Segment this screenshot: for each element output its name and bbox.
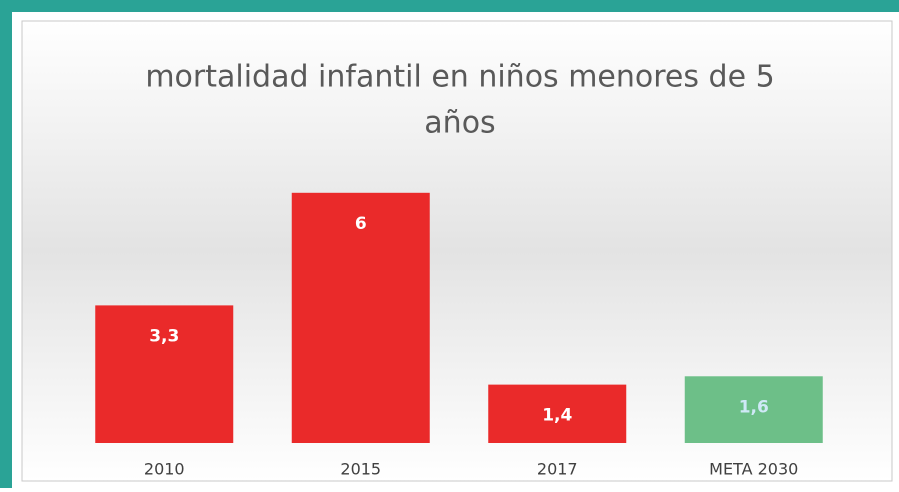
bar [95,305,234,443]
x-tick-label: 2017 [537,460,578,479]
frame-left [0,0,12,488]
x-tick-label: 2015 [340,460,381,479]
chart-title: años [424,106,495,141]
data-label: 6 [355,214,367,234]
frame-top [0,0,899,12]
data-label: 1,6 [739,397,769,417]
bar [291,192,430,443]
chart-title: mortalidad infantil en niños menores de … [145,60,774,95]
bar [684,376,823,443]
x-tick-label: 2010 [144,460,185,479]
data-label: 3,3 [149,326,179,346]
bar [488,384,627,443]
x-tick-label: META 2030 [709,460,798,479]
data-label: 1,4 [542,406,572,426]
